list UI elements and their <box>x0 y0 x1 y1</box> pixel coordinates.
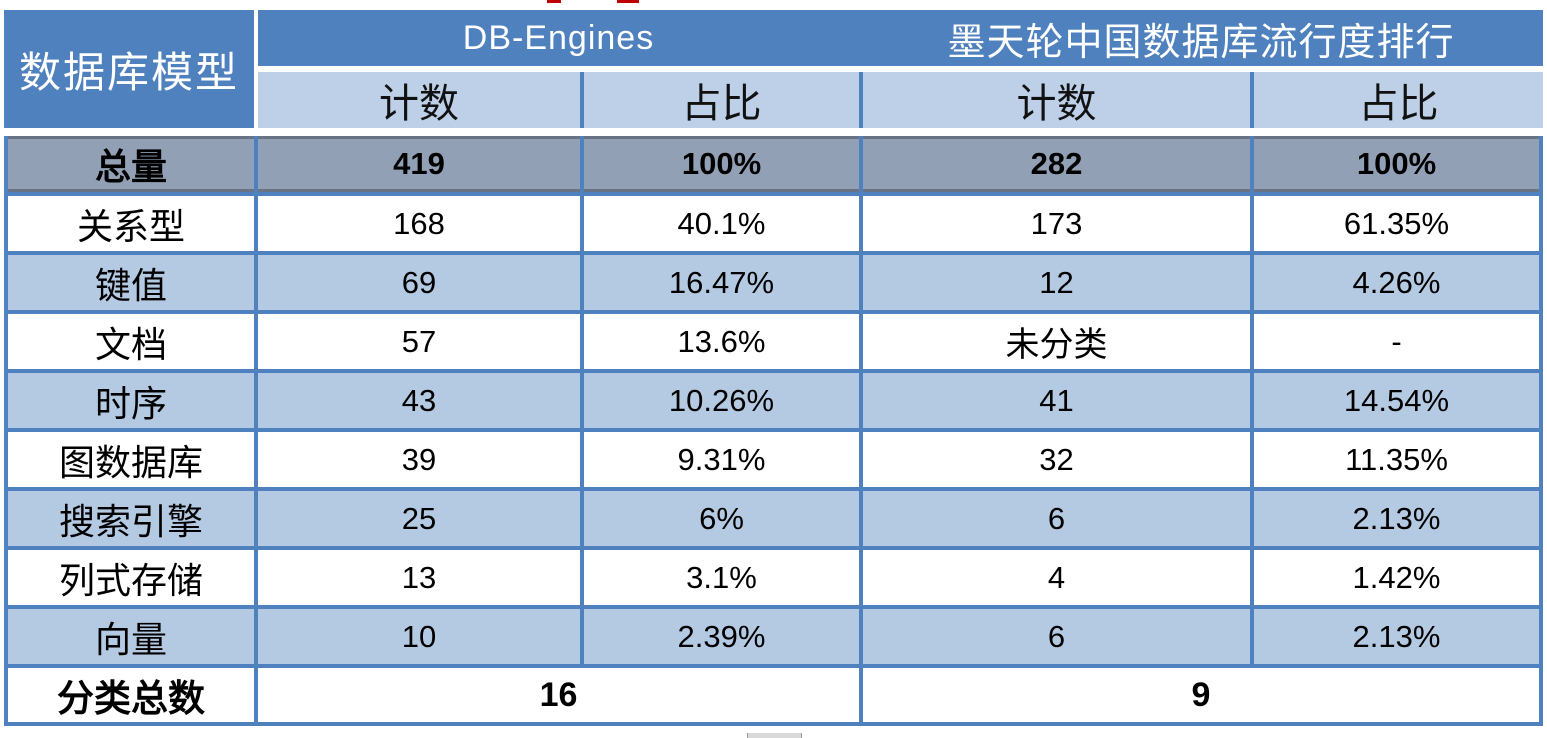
row-timeseries-db-share: 10.26% <box>584 373 859 428</box>
row-total-db-count: 419 <box>258 136 580 192</box>
row-graph-mt-share: 11.35% <box>1254 432 1539 487</box>
row-search-mt-share: 2.13% <box>1254 491 1539 546</box>
row-vector-db-count: 10 <box>258 609 580 664</box>
row-vector-mt-share: 2.13% <box>1254 609 1539 664</box>
row-columnar-db-share: 3.1% <box>584 550 859 605</box>
header-divider-gap <box>258 66 1543 72</box>
row-keyvalue-db-share: 16.47% <box>584 255 859 310</box>
row-columnar-label: 列式存储 <box>8 550 254 605</box>
row-document-db-share: 13.6% <box>584 314 859 369</box>
corner-header-label: 数据库模型 <box>18 50 239 97</box>
header-right: DB-Engines 墨天轮中国数据库流行度排行 计数 占比 计数 占比 <box>258 10 1543 128</box>
group-header-motianlun: 墨天轮中国数据库流行度排行 <box>947 21 1455 64</box>
row-keyvalue-db-count: 69 <box>258 255 580 310</box>
row-search-label: 搜索引擎 <box>8 491 254 546</box>
subheader-share-mt: 占比 <box>1254 72 1543 128</box>
row-keyvalue-mt-share: 4.26% <box>1254 255 1539 310</box>
table-body: 总量 419 100% 282 100% 关系型 168 40.1% 173 6… <box>4 136 1543 726</box>
database-model-table: 数据库模型 DB-Engines 墨天轮中国数据库流行度排行 计数 占比 计数 … <box>4 10 1543 726</box>
row-total-label: 总量 <box>8 136 254 192</box>
row-timeseries-db-count: 43 <box>258 373 580 428</box>
header-body-gap <box>4 128 1543 136</box>
row-total-db-share: 100% <box>584 136 859 192</box>
row-columnar-mt-count: 4 <box>863 550 1250 605</box>
row-document-mt-share: - <box>1254 314 1539 369</box>
footer-db-category-count: 16 <box>258 668 859 722</box>
row-relational-mt-share: 61.35% <box>1254 196 1539 251</box>
footer-mt-category-count: 9 <box>863 668 1539 722</box>
sub-header-row: 计数 占比 计数 占比 <box>258 72 1543 128</box>
row-timeseries-mt-share: 14.54% <box>1254 373 1539 428</box>
row-graph-label: 图数据库 <box>8 432 254 487</box>
row-relational-db-share: 40.1% <box>584 196 859 251</box>
footer-category-total-label: 分类总数 <box>8 668 254 722</box>
subheader-share-db: 占比 <box>584 72 859 128</box>
row-columnar-mt-share: 1.42% <box>1254 550 1539 605</box>
row-keyvalue-mt-count: 12 <box>863 255 1250 310</box>
group-header-db-engines: DB-Engines <box>462 18 655 57</box>
row-vector-db-share: 2.39% <box>584 609 859 664</box>
row-graph-db-share: 9.31% <box>584 432 859 487</box>
row-document-mt-count: 未分类 <box>863 314 1250 369</box>
row-graph-db-count: 39 <box>258 432 580 487</box>
row-vector-mt-count: 6 <box>863 609 1250 664</box>
corner-header-cell: 数据库模型 <box>4 10 254 128</box>
row-columnar-db-count: 13 <box>258 550 580 605</box>
row-search-db-share: 6% <box>584 491 859 546</box>
row-search-db-count: 25 <box>258 491 580 546</box>
row-total-mt-count: 282 <box>863 136 1250 192</box>
row-relational-label: 关系型 <box>8 196 254 251</box>
row-timeseries-label: 时序 <box>8 373 254 428</box>
subheader-count-db: 计数 <box>258 72 580 128</box>
row-search-mt-count: 6 <box>863 491 1250 546</box>
row-total-mt-share: 100% <box>1254 136 1539 192</box>
row-relational-mt-count: 173 <box>863 196 1250 251</box>
cropped-scrollbar-fragment <box>747 733 802 738</box>
row-relational-db-count: 168 <box>258 196 580 251</box>
cropped-red-mark <box>617 0 639 3</box>
row-vector-label: 向量 <box>8 609 254 664</box>
row-document-label: 文档 <box>8 314 254 369</box>
row-keyvalue-label: 键值 <box>8 255 254 310</box>
cropped-red-mark <box>547 0 561 3</box>
row-document-db-count: 57 <box>258 314 580 369</box>
table-header: 数据库模型 DB-Engines 墨天轮中国数据库流行度排行 计数 占比 计数 … <box>4 10 1543 128</box>
row-timeseries-mt-count: 41 <box>863 373 1250 428</box>
row-graph-mt-count: 32 <box>863 432 1250 487</box>
group-header-row: DB-Engines 墨天轮中国数据库流行度排行 <box>258 10 1543 66</box>
subheader-count-mt: 计数 <box>863 72 1250 128</box>
